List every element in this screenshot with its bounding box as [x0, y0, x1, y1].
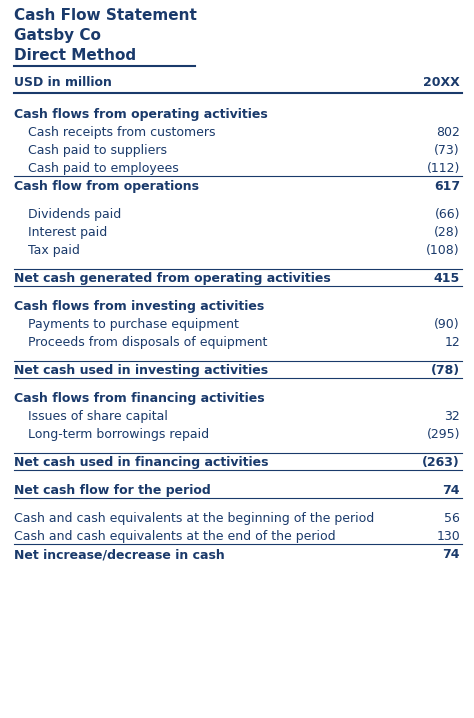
- Text: USD in million: USD in million: [14, 76, 112, 89]
- Text: Cash flows from financing activities: Cash flows from financing activities: [14, 392, 264, 405]
- Text: Tax paid: Tax paid: [28, 244, 80, 257]
- Text: (112): (112): [427, 162, 460, 175]
- Text: 617: 617: [434, 180, 460, 193]
- Text: Gatsby Co: Gatsby Co: [14, 28, 101, 43]
- Text: Proceeds from disposals of equipment: Proceeds from disposals of equipment: [28, 336, 267, 349]
- Text: Cash paid to employees: Cash paid to employees: [28, 162, 179, 175]
- Text: Net cash flow for the period: Net cash flow for the period: [14, 484, 211, 497]
- Text: Issues of share capital: Issues of share capital: [28, 410, 168, 423]
- Text: 415: 415: [434, 272, 460, 285]
- Text: Cash and cash equivalents at the beginning of the period: Cash and cash equivalents at the beginni…: [14, 512, 374, 525]
- Text: Interest paid: Interest paid: [28, 226, 107, 239]
- Text: 74: 74: [443, 484, 460, 497]
- Text: Cash flows from investing activities: Cash flows from investing activities: [14, 300, 264, 313]
- Text: (73): (73): [434, 144, 460, 157]
- Text: 802: 802: [436, 126, 460, 139]
- Text: Cash paid to suppliers: Cash paid to suppliers: [28, 144, 167, 157]
- Text: Direct Method: Direct Method: [14, 48, 136, 63]
- Text: 56: 56: [444, 512, 460, 525]
- Text: Net increase/decrease in cash: Net increase/decrease in cash: [14, 548, 225, 561]
- Text: (90): (90): [434, 318, 460, 331]
- Text: Net cash used in financing activities: Net cash used in financing activities: [14, 456, 268, 469]
- Text: 32: 32: [444, 410, 460, 423]
- Text: Payments to purchase equipment: Payments to purchase equipment: [28, 318, 239, 331]
- Text: 12: 12: [444, 336, 460, 349]
- Text: 130: 130: [436, 530, 460, 543]
- Text: Cash receipts from customers: Cash receipts from customers: [28, 126, 216, 139]
- Text: Dividends paid: Dividends paid: [28, 208, 121, 221]
- Text: Cash flow from operations: Cash flow from operations: [14, 180, 199, 193]
- Text: 20XX: 20XX: [423, 76, 460, 89]
- Text: Net cash used in investing activities: Net cash used in investing activities: [14, 364, 268, 377]
- Text: Long-term borrowings repaid: Long-term borrowings repaid: [28, 428, 209, 441]
- Text: (295): (295): [427, 428, 460, 441]
- Text: Net cash generated from operating activities: Net cash generated from operating activi…: [14, 272, 331, 285]
- Text: (28): (28): [434, 226, 460, 239]
- Text: Cash and cash equivalents at the end of the period: Cash and cash equivalents at the end of …: [14, 530, 336, 543]
- Text: Cash Flow Statement: Cash Flow Statement: [14, 8, 197, 23]
- Text: 74: 74: [443, 548, 460, 561]
- Text: (263): (263): [422, 456, 460, 469]
- Text: (66): (66): [435, 208, 460, 221]
- Text: (78): (78): [431, 364, 460, 377]
- Text: Cash flows from operating activities: Cash flows from operating activities: [14, 108, 268, 121]
- Text: (108): (108): [427, 244, 460, 257]
